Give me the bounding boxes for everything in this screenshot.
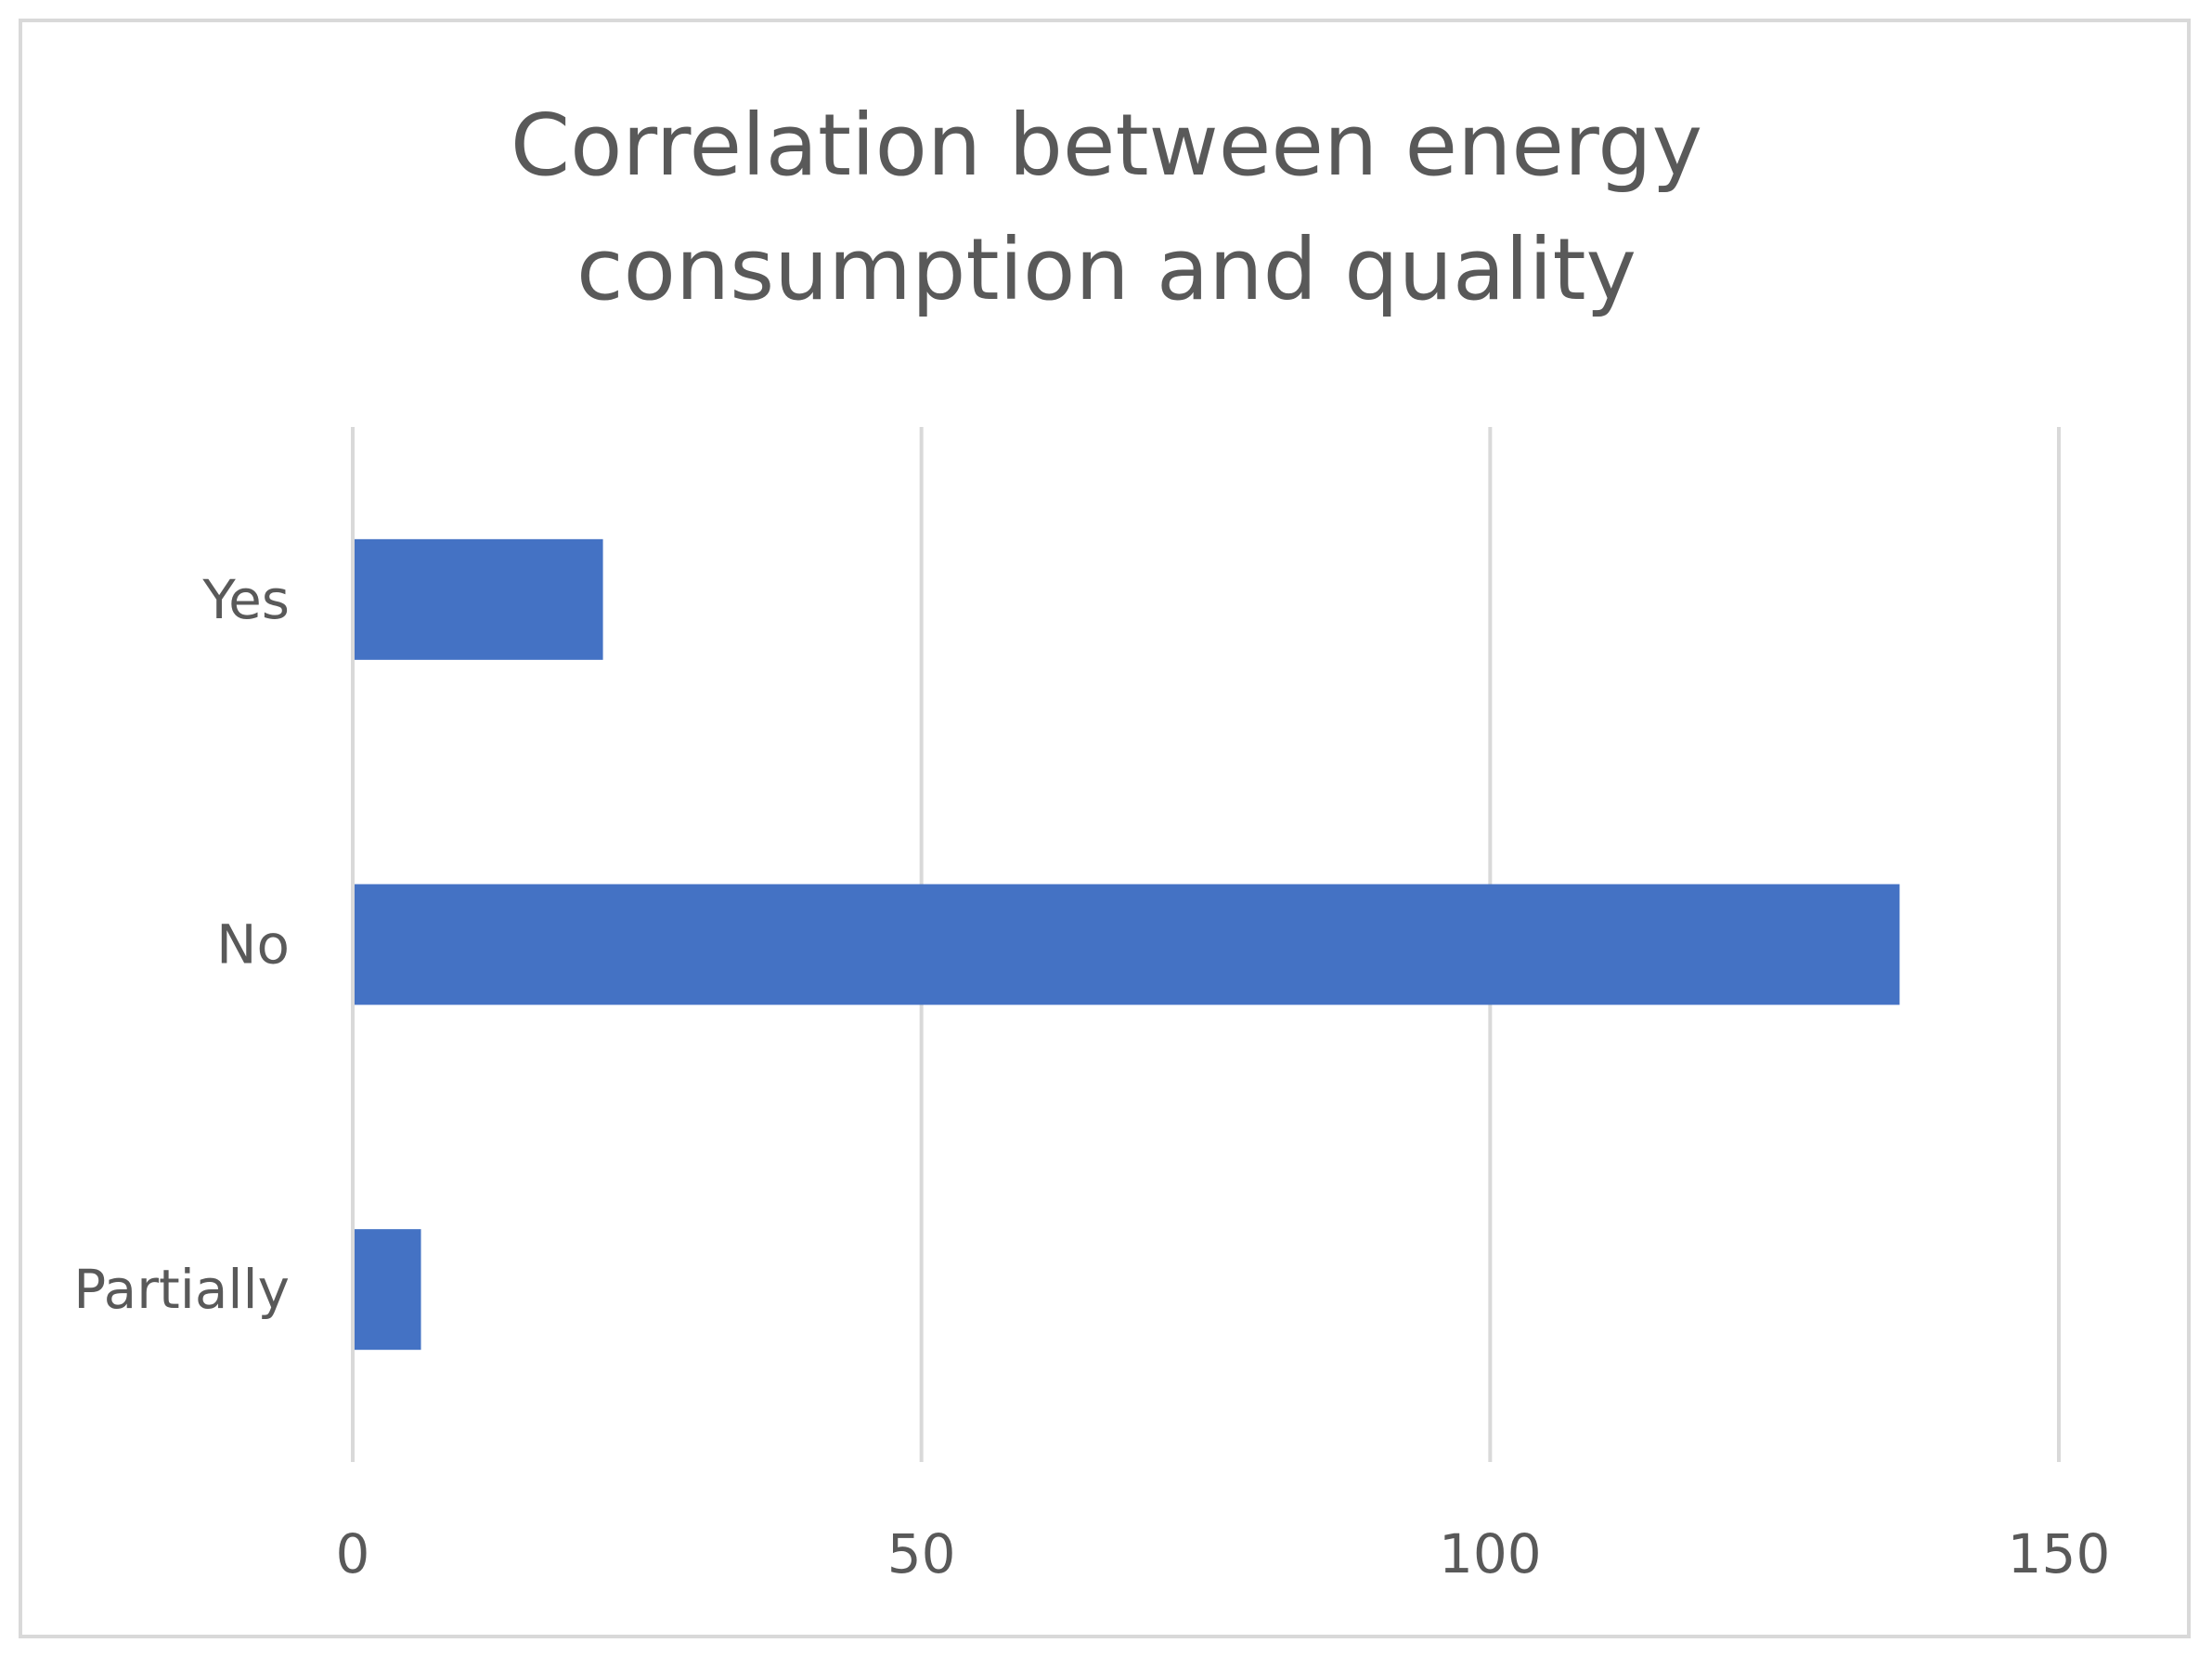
category-label-no: No	[216, 913, 290, 977]
bar-yes	[355, 538, 603, 660]
chart-title: Correlation between energy consumption a…	[511, 96, 1702, 319]
x-axis-tick-labels: 0 50 100 150	[336, 1522, 2111, 1585]
chart-frame	[19, 19, 2191, 1638]
bars	[355, 538, 1900, 1351]
category-label-yes: Yes	[201, 568, 290, 631]
bar-no	[355, 884, 1900, 1005]
bar-partially	[355, 1229, 421, 1351]
x-tick-label-150: 150	[2008, 1522, 2111, 1585]
category-label-partially: Partially	[73, 1258, 290, 1321]
x-tick-label-50: 50	[887, 1522, 956, 1585]
x-tick-label-0: 0	[336, 1522, 370, 1585]
x-tick-label-100: 100	[1439, 1522, 1542, 1585]
chart-title-line-2: consumption and quality	[576, 220, 1636, 319]
chart-title-line-1: Correlation between energy	[511, 96, 1702, 195]
category-labels: Yes No Partially	[73, 568, 290, 1321]
